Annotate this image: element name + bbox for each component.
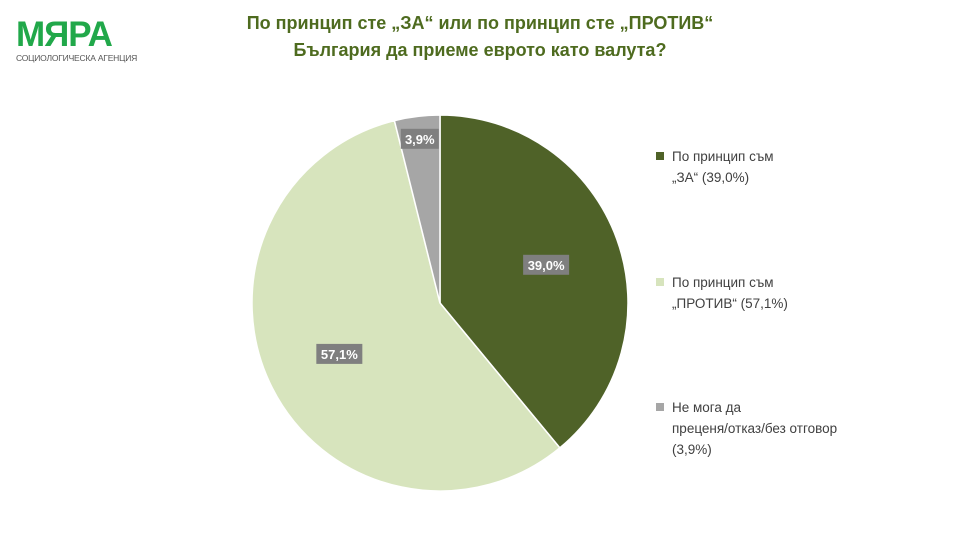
data-label-text: 57,1% — [321, 347, 358, 362]
chart-title-line-2: България да приеме еврото като валута? — [293, 40, 667, 60]
logo: МЯРА СОЦИОЛОГИЧЕСКА АГЕНЦИЯ — [16, 15, 138, 63]
legend-label: По принцип съм „ПРОТИВ“ (57,1%) — [672, 275, 788, 311]
pie-slice — [439, 114, 629, 449]
chart-title-line-1: По принцип сте „ЗА“ или по принцип сте „… — [246, 13, 714, 33]
data-label: 3,9% — [400, 128, 439, 149]
data-label: 39,0% — [523, 254, 570, 275]
legend-label: Не мога да преценя/отказ/без отговор (3,… — [672, 400, 838, 457]
logo-subtitle: СОЦИОЛОГИЧЕСКА АГЕНЦИЯ — [16, 53, 138, 63]
legend-swatch — [656, 403, 664, 411]
pie-slice — [251, 119, 561, 492]
logo-word: МЯРА — [16, 15, 113, 54]
legend-item-no-answer: Не мога да преценя/отказ/без отговор (3,… — [656, 397, 876, 460]
legend-item-protiv: По принцип съм „ПРОТИВ“ (57,1%) — [656, 272, 876, 314]
legend-label: По принцип съм „ЗА“ (39,0%) — [672, 149, 774, 185]
data-label-background — [523, 254, 570, 275]
chart-title: По принцип сте „ЗА“ или по принцип сте „… — [200, 10, 760, 64]
legend-swatch — [656, 152, 664, 160]
pie-slice — [393, 114, 441, 304]
data-label-text: 39,0% — [528, 258, 565, 273]
data-label-background — [316, 343, 363, 364]
legend-item-za: По принцип съм „ЗА“ (39,0%) — [656, 146, 876, 188]
data-label-background — [400, 128, 439, 149]
legend-swatch — [656, 278, 664, 286]
data-label: 57,1% — [316, 343, 363, 364]
data-label-text: 3,9% — [405, 132, 435, 147]
